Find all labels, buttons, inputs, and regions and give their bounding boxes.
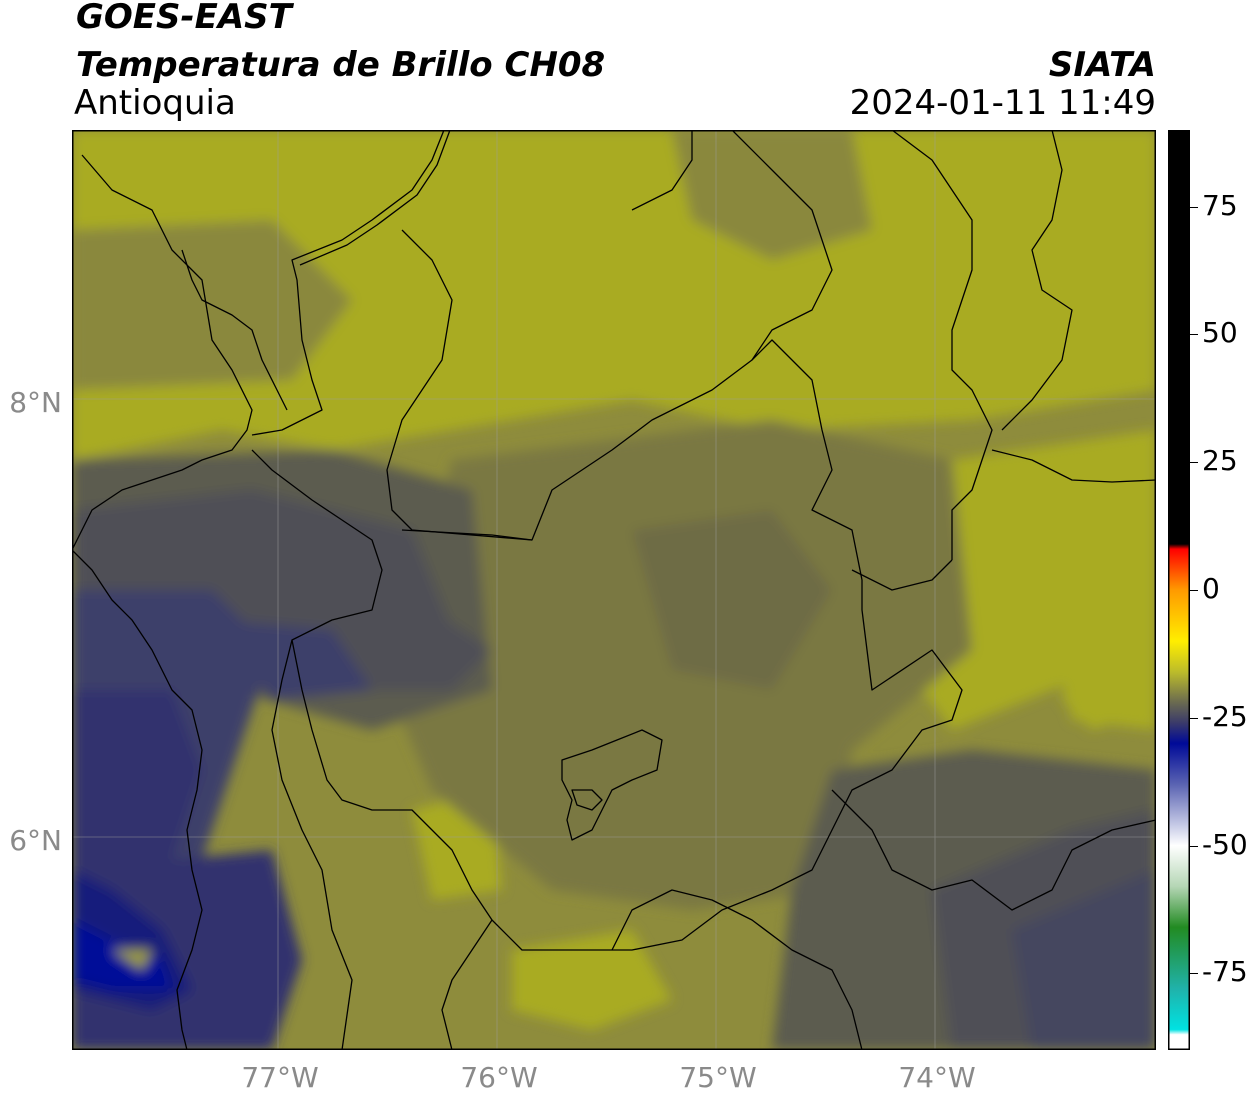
map-frame-border	[72, 130, 1156, 1050]
colorbar-tick	[1190, 845, 1198, 847]
colorbar-tick	[1190, 973, 1198, 975]
santander-border	[991, 449, 1156, 483]
coastline-gulf	[181, 249, 288, 411]
caldas-border	[611, 889, 863, 1050]
longitude-tick-label: 74°W	[898, 1061, 976, 1094]
choco-border	[271, 639, 353, 1050]
magdalena-border	[851, 559, 953, 591]
bolivar-border	[731, 130, 833, 361]
boyaca-border	[831, 789, 1156, 911]
colorbar-tick-label: -50	[1202, 827, 1248, 861]
colorbar-tick-label: 50	[1202, 316, 1238, 350]
longitude-tick-label: 77°W	[241, 1061, 319, 1094]
colorbar-tick-label: 75	[1202, 188, 1238, 222]
colorbar-tick-label: -25	[1202, 699, 1248, 733]
temperature-colorbar	[1168, 130, 1190, 1050]
risaralda-border	[441, 919, 493, 1050]
coastline-uraba	[72, 154, 253, 551]
coastline-north	[251, 130, 445, 436]
colorbar-tick	[1190, 717, 1198, 719]
colorbar-tick	[1190, 462, 1198, 464]
medellin-metro-border	[561, 729, 663, 841]
colorbar-tick	[1190, 206, 1198, 208]
gridlines	[72, 130, 1156, 1050]
latitude-tick-label: 6°N	[9, 823, 62, 857]
temperature-field-layers	[72, 130, 1156, 1050]
coastline-north-2	[299, 130, 451, 266]
product-title: Temperatura de Brillo CH08	[76, 45, 606, 85]
satellite-title: GOES-EAST	[76, 0, 292, 37]
colorbar-tick-label: 25	[1202, 444, 1238, 478]
administrative-borders	[72, 130, 1156, 1050]
sucre-cesar-border	[891, 130, 993, 560]
cordoba-south-border	[401, 529, 533, 541]
brightness-temperature-map	[72, 130, 1156, 1050]
longitude-tick-label: 76°W	[460, 1061, 538, 1094]
region-label: Antioquia	[74, 83, 236, 123]
timestamp-label: 2024-01-11 11:49	[849, 83, 1156, 123]
colorbar-tick-label: -75	[1202, 955, 1248, 989]
antioquia-border	[251, 229, 963, 951]
cesar-east	[1001, 130, 1073, 431]
colorbar-tick-label: 0	[1202, 572, 1220, 605]
choco-coast	[72, 549, 203, 1050]
colorbar-tick	[1190, 590, 1198, 591]
medellin-inner	[571, 789, 603, 811]
longitude-tick-label: 75°W	[679, 1061, 757, 1094]
colorbar-tick	[1190, 334, 1198, 336]
cordoba-border	[631, 130, 693, 211]
latitude-tick-label: 8°N	[9, 385, 62, 419]
agency-label: SIATA	[1048, 45, 1156, 85]
